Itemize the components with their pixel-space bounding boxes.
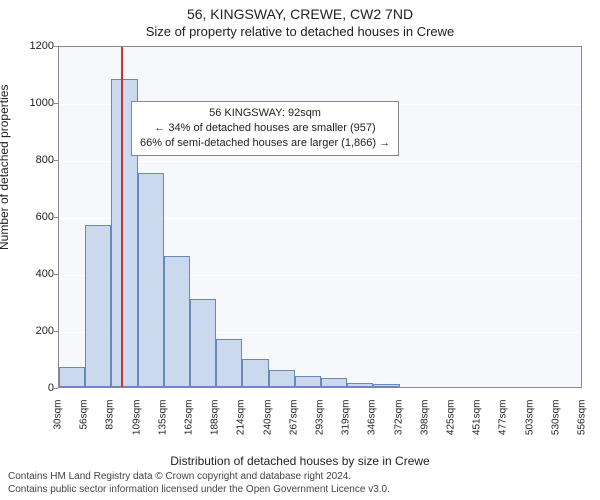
x-tick-label: 346sqm <box>367 400 378 446</box>
x-tick-label: 214sqm <box>236 400 247 446</box>
marker-line <box>121 47 123 387</box>
histogram-bar <box>85 225 111 387</box>
histogram-bar <box>216 339 242 387</box>
y-tick-label: 600 <box>28 211 54 223</box>
legend-line-3: 66% of semi-detached houses are larger (… <box>140 136 390 151</box>
x-tick-label: 109sqm <box>131 400 142 446</box>
y-tick-label: 400 <box>28 268 54 280</box>
chart-subtitle: Size of property relative to detached ho… <box>0 24 600 39</box>
histogram-bar <box>138 173 164 387</box>
x-tick-label: 293sqm <box>315 400 326 446</box>
histogram-bar <box>373 384 399 387</box>
chart-container: 56, KINGSWAY, CREWE, CW2 7ND Size of pro… <box>0 0 600 500</box>
x-tick-label: 30sqm <box>53 400 64 446</box>
histogram-bar <box>269 370 295 387</box>
footer-line-1: Contains HM Land Registry data © Crown c… <box>8 471 390 484</box>
histogram-bar <box>347 383 373 387</box>
x-tick-label: 56sqm <box>79 400 90 446</box>
y-tick-label: 0 <box>28 382 54 394</box>
x-tick-label: 319sqm <box>341 400 352 446</box>
legend-line-1: 56 KINGSWAY: 92sqm <box>140 106 390 121</box>
y-axis-label: Number of detached properties <box>0 85 11 250</box>
x-tick-label: 556sqm <box>577 400 588 446</box>
histogram-bar <box>190 299 216 387</box>
x-tick-label: 162sqm <box>184 400 195 446</box>
x-tick-label: 398sqm <box>419 400 430 446</box>
x-tick-label: 372sqm <box>393 400 404 446</box>
chart-title: 56, KINGSWAY, CREWE, CW2 7ND <box>0 6 600 22</box>
legend-box: 56 KINGSWAY: 92sqm ← 34% of detached hou… <box>131 101 399 156</box>
y-tick-label: 200 <box>28 325 54 337</box>
x-tick-label: 477sqm <box>498 400 509 446</box>
histogram-bar <box>59 367 85 387</box>
x-tick-label: 503sqm <box>524 400 535 446</box>
y-tick-label: 1000 <box>28 97 54 109</box>
x-tick-label: 425sqm <box>446 400 457 446</box>
x-tick-label: 135sqm <box>157 400 168 446</box>
histogram-bar <box>164 256 190 387</box>
x-tick-label: 451sqm <box>472 400 483 446</box>
plot-area: 56 KINGSWAY: 92sqm ← 34% of detached hou… <box>58 46 582 388</box>
y-tick-label: 800 <box>28 154 54 166</box>
x-tick-label: 83sqm <box>105 400 116 446</box>
x-axis-label: Distribution of detached houses by size … <box>0 454 600 468</box>
y-tick-label: 1200 <box>28 40 54 52</box>
histogram-bar <box>321 378 347 387</box>
x-tick-label: 267sqm <box>288 400 299 446</box>
histogram-bar <box>242 359 268 388</box>
footer: Contains HM Land Registry data © Crown c… <box>8 471 390 496</box>
histogram-bar <box>295 376 321 387</box>
x-tick-label: 240sqm <box>262 400 273 446</box>
x-tick-label: 530sqm <box>550 400 561 446</box>
x-tick-label: 188sqm <box>210 400 221 446</box>
footer-line-2: Contains public sector information licen… <box>8 484 390 497</box>
legend-line-2: ← 34% of detached houses are smaller (95… <box>140 121 390 136</box>
